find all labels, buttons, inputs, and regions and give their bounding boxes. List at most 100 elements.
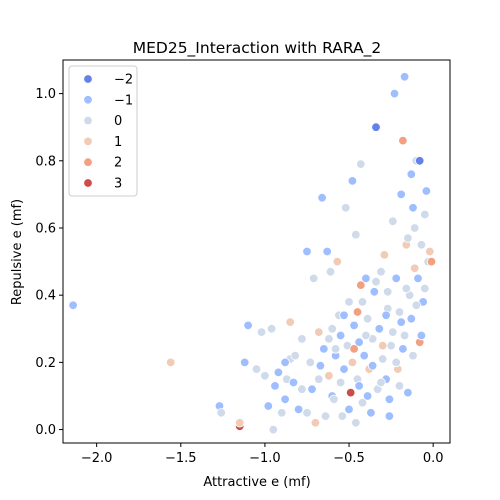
legend-marker [83,95,93,105]
data-point [319,344,329,354]
data-point [344,404,354,415]
data-point [260,371,270,381]
data-point [277,408,287,418]
data-point [356,280,366,290]
data-point [425,246,435,257]
data-point [352,307,363,317]
data-point [307,384,317,394]
data-point [388,327,398,337]
data-point [290,350,300,361]
data-point [410,263,420,274]
data-point [396,189,406,200]
chart-title: MED25_Interaction with RARA_2 [133,39,382,58]
data-point [349,344,359,354]
data-point [401,283,412,294]
data-point [378,340,388,351]
data-point [416,330,427,341]
data-point [256,327,267,337]
data-point [341,203,351,213]
x-tick-label: 0.0 [423,451,444,466]
y-tick-label: 0.4 [35,289,56,304]
data-point [234,418,245,428]
data-point [346,387,356,398]
data-point [314,327,324,337]
data-point [351,418,361,428]
data-point [337,411,348,421]
data-point [361,273,371,284]
data-point [325,267,336,277]
y-tick-label: 1.0 [35,87,56,102]
data-point [359,350,369,361]
data-point [361,330,371,341]
data-point [367,361,378,371]
data-point [408,350,418,361]
data-point [297,334,307,344]
data-point [263,401,274,411]
data-point [309,273,319,284]
legend-label: 1 [114,135,122,150]
data-point [297,384,307,394]
y-axis: 0.0 0.2 0.4 0.6 0.8 1.0 [35,87,63,438]
data-point [324,371,334,381]
data-point [347,176,358,186]
data-point [239,357,250,368]
data-point [376,267,386,277]
data-point [314,374,324,384]
data-point [317,192,327,203]
data-point [394,307,405,317]
legend-label: 3 [114,177,122,192]
data-point [216,408,226,418]
data-point [371,122,381,132]
data-point [273,367,284,378]
data-point [394,381,405,391]
data-point [420,209,430,220]
data-point [406,314,417,324]
data-point [413,273,423,284]
data-point [369,287,380,297]
data-point [384,411,395,421]
data-point [335,377,346,388]
data-point [280,394,290,405]
points-layer [68,72,437,435]
data-point [362,391,373,401]
data-point [322,246,332,257]
legend-marker [83,136,93,147]
legend-label: 2 [114,156,122,171]
data-point [339,364,349,374]
data-point [243,320,253,331]
data-point [335,330,346,341]
data-point [391,273,401,284]
data-point [410,223,420,233]
data-point [399,330,410,341]
data-point [165,357,176,368]
data-point [389,88,400,99]
data-point [251,364,262,374]
y-axis-label: Repulsive e (mf) [10,199,25,305]
y-tick-label: 0.2 [35,356,56,371]
x-axis-label: Attractive e (mf) [203,475,310,490]
data-point [421,186,432,196]
data-point [406,169,417,179]
legend-marker [83,157,93,167]
data-point [379,250,390,260]
data-point [351,229,361,240]
data-point [386,340,396,351]
data-point [327,324,337,334]
legend-marker [83,115,93,126]
data-point [305,357,316,368]
data-point [329,394,339,405]
data-point [324,334,334,344]
legend-marker [83,74,93,84]
x-tick-label: −1.5 [165,451,197,466]
data-point [285,317,295,327]
data-point [347,357,358,368]
data-point [374,324,385,334]
data-point [320,411,331,421]
data-point [384,394,395,405]
data-point [302,408,312,418]
data-point [381,310,391,321]
data-point [332,256,343,267]
data-point [344,297,354,307]
data-point [339,310,349,321]
legend-marker [83,178,93,188]
